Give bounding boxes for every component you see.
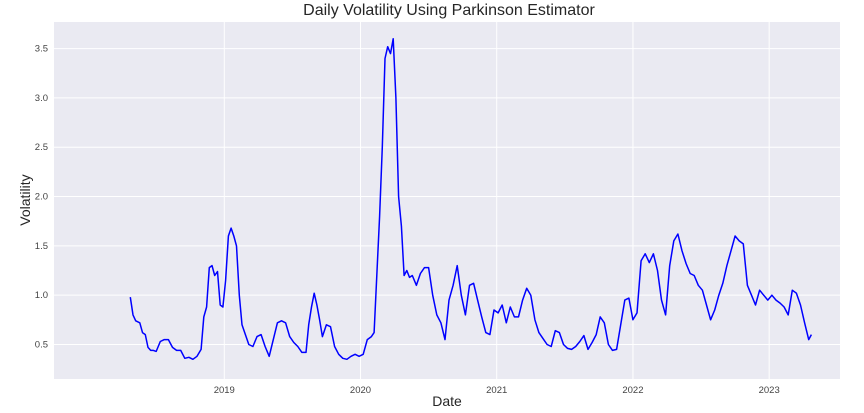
x-axis-ticks: 2019 2020 2021 2022 2023 [214, 385, 780, 396]
y-tick-label: 2.5 [35, 142, 48, 153]
x-tick-label: 2019 [214, 385, 235, 396]
volatility-series-line [129, 38, 813, 361]
chart-title: Daily Volatility Using Parkinson Estimat… [303, 2, 595, 19]
y-tick-label: 3.5 [35, 44, 48, 55]
y-tick-label: 0.5 [35, 339, 48, 350]
y-tick-label: 1.5 [35, 241, 48, 252]
x-tick-label: 2020 [350, 385, 371, 396]
x-tick-label: 2023 [759, 385, 780, 396]
y-axis-ticks: 0.5 1.0 1.5 2.0 2.5 3.0 3.5 [35, 44, 48, 351]
y-tick-label: 2.0 [35, 192, 48, 203]
x-axis-label: Date [432, 393, 462, 409]
y-tick-label: 1.0 [35, 290, 48, 301]
y-tick-label: 3.0 [35, 93, 48, 104]
y-axis-label: Volatility [17, 174, 33, 225]
x-tick-label: 2021 [486, 385, 507, 396]
x-tick-label: 2022 [622, 385, 643, 396]
